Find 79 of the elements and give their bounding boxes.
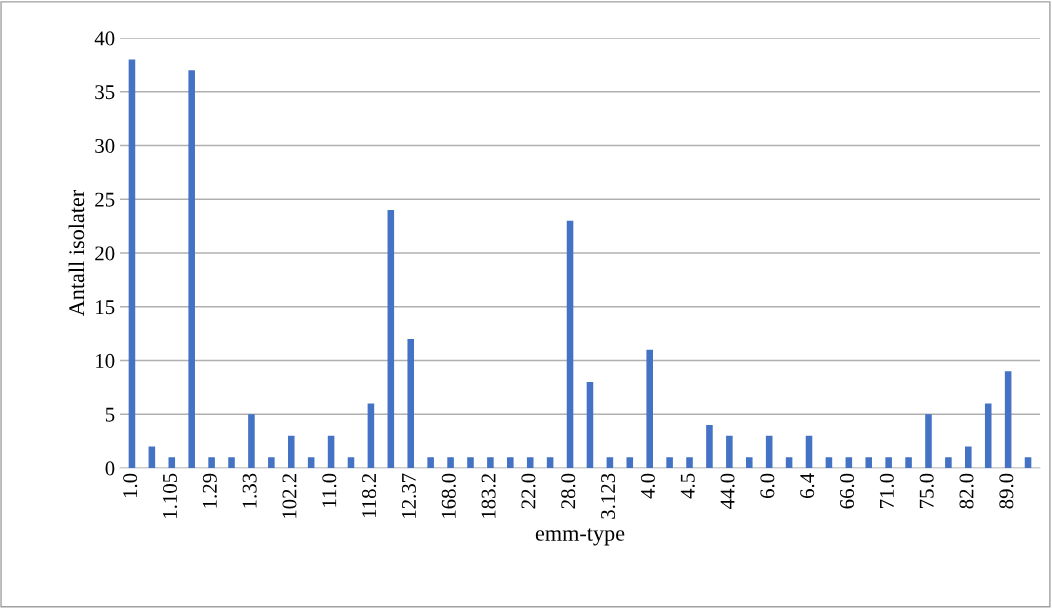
bar <box>865 457 873 468</box>
bar <box>566 220 574 468</box>
bar <box>367 403 375 468</box>
bar <box>825 457 833 468</box>
bar <box>427 457 434 468</box>
bar <box>646 349 653 468</box>
bar <box>228 457 235 468</box>
bar <box>168 457 176 468</box>
x-axis-title: emm-type <box>535 528 625 546</box>
y-tick-label: 0 <box>105 461 115 476</box>
bar <box>885 457 892 468</box>
bar <box>606 457 614 468</box>
bar <box>706 425 713 468</box>
bar <box>666 457 673 468</box>
bar <box>905 457 912 468</box>
bar <box>347 457 355 468</box>
y-axis-title: Antall isolater <box>68 189 85 317</box>
x-tick-label: 82.0 <box>959 473 974 509</box>
x-tick-label: 6.4 <box>800 473 815 499</box>
bar <box>487 457 494 468</box>
bar <box>726 435 733 468</box>
bar <box>507 457 514 468</box>
x-tick-label: 66.0 <box>839 473 855 509</box>
y-tick-label: 30 <box>95 138 115 153</box>
x-tick-label: 71.0 <box>879 473 894 508</box>
x-tick-label: 1.0 <box>123 473 138 498</box>
x-tick-label: 1.33 <box>242 473 257 508</box>
bar <box>128 59 136 468</box>
x-tick-label: 44.0 <box>720 473 735 509</box>
bar <box>805 435 813 468</box>
y-tick-label: 15 <box>96 300 115 315</box>
bar <box>785 457 793 468</box>
x-tick-label: 3.123 <box>601 473 616 519</box>
bar <box>945 457 952 468</box>
bar <box>1024 457 1032 468</box>
bar <box>188 70 195 468</box>
bar <box>287 435 295 468</box>
x-tick-label: 75.0 <box>919 473 934 508</box>
x-tick-label: 89.0 <box>999 473 1014 509</box>
bar <box>546 457 554 468</box>
x-tick-label: 12.37 <box>401 473 417 518</box>
bar <box>526 457 534 468</box>
y-tick-label: 35 <box>95 85 115 100</box>
x-tick-label: 4.5 <box>680 473 695 499</box>
bar <box>626 457 634 468</box>
y-tick-label: 10 <box>96 353 115 368</box>
x-tick-label: 1.29 <box>202 473 217 508</box>
bar <box>387 210 395 468</box>
x-tick-label: 102.2 <box>282 474 297 518</box>
bar <box>686 457 693 468</box>
x-tick-label: 183.2 <box>481 474 496 518</box>
bar <box>467 457 474 468</box>
bar <box>248 414 255 468</box>
y-tick-label: 40 <box>94 31 115 46</box>
bar <box>208 457 215 468</box>
bar <box>447 457 454 468</box>
bar <box>327 435 335 468</box>
x-tick-label: 6.0 <box>760 473 775 499</box>
x-tick-label: 4.0 <box>640 473 655 499</box>
bar <box>307 457 315 468</box>
bar <box>965 446 972 468</box>
bar <box>984 403 992 468</box>
bar <box>765 435 773 468</box>
bar <box>925 414 932 468</box>
bar <box>1004 371 1012 468</box>
y-tick-label: 20 <box>95 246 115 261</box>
bar <box>268 457 275 468</box>
bar <box>586 382 594 468</box>
y-tick-label: 25 <box>95 192 115 207</box>
x-tick-label: 28.0 <box>561 473 576 509</box>
x-tick-label: 22.0 <box>521 473 536 509</box>
y-tick-label: 5 <box>105 407 115 422</box>
bar <box>407 339 415 468</box>
x-tick-label: 1.105 <box>162 473 178 518</box>
x-tick-label: 168.0 <box>441 473 456 518</box>
x-tick-label: 118.2 <box>362 474 377 518</box>
x-tick-label: 11.0 <box>322 473 337 507</box>
bar <box>745 457 753 468</box>
bar <box>845 457 853 468</box>
